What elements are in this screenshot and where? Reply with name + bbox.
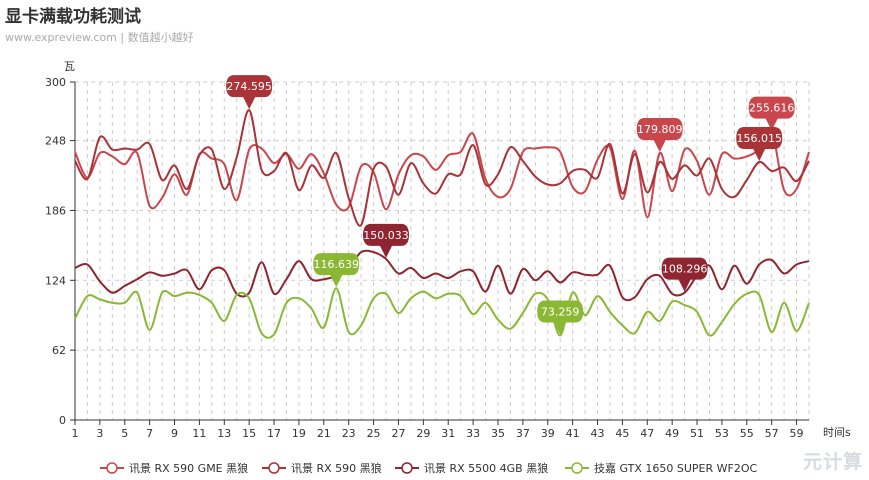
marker-label: 150.033 bbox=[363, 229, 409, 242]
marker-label: 274.595 bbox=[226, 80, 272, 93]
x-tick-label: 37 bbox=[516, 427, 530, 440]
x-tick-label: 35 bbox=[491, 427, 505, 440]
x-tick-label: 15 bbox=[242, 427, 256, 440]
x-tick-label: 47 bbox=[640, 427, 654, 440]
marker-balloon bbox=[636, 117, 683, 152]
legend-label-2: 讯景 RX 5500 4GB 黑狼 bbox=[424, 461, 548, 475]
x-tick-label: 45 bbox=[615, 427, 629, 440]
x-tick-label: 31 bbox=[441, 427, 455, 440]
y-tick-label: 124 bbox=[45, 274, 66, 287]
legend-label-1: 讯景 RX 590 黑狼 bbox=[291, 461, 382, 475]
x-tick-label: 1 bbox=[72, 427, 79, 440]
y-tick-label: 248 bbox=[45, 135, 66, 148]
x-tick-label: 59 bbox=[790, 427, 804, 440]
legend-marker-0 bbox=[106, 462, 118, 474]
x-tick-label: 27 bbox=[391, 427, 405, 440]
y-axis-title: 瓦 bbox=[64, 60, 75, 73]
marker-label: 156.015 bbox=[736, 132, 782, 145]
legend-label-0: 讯景 RX 590 GME 黑狼 bbox=[129, 461, 248, 475]
series-line-1 bbox=[74, 109, 810, 227]
x-tick-label: 19 bbox=[292, 427, 306, 440]
x-axis-title: 时间s bbox=[823, 426, 851, 439]
marker-label: 255.616 bbox=[749, 102, 795, 115]
x-tick-label: 11 bbox=[192, 427, 206, 440]
y-tick-label: 186 bbox=[45, 204, 66, 217]
x-tick-label: 13 bbox=[217, 427, 231, 440]
x-tick-label: 57 bbox=[765, 427, 779, 440]
x-tick-label: 41 bbox=[566, 427, 580, 440]
marker-balloon bbox=[537, 300, 584, 335]
chart-title: 显卡满载功耗测试 bbox=[5, 7, 141, 27]
x-tick-label: 25 bbox=[367, 427, 381, 440]
x-tick-label: 55 bbox=[740, 427, 754, 440]
x-tick-label: 17 bbox=[267, 427, 281, 440]
legend-marker-1 bbox=[268, 462, 280, 474]
x-tick-label: 23 bbox=[342, 427, 356, 440]
y-tick-label: 0 bbox=[59, 414, 66, 427]
marker-balloon bbox=[736, 126, 783, 161]
x-tick-label: 33 bbox=[466, 427, 480, 440]
legend-label-3: 技嘉 GTX 1650 SUPER WF2OC bbox=[594, 461, 757, 475]
y-tick-label: 300 bbox=[45, 76, 66, 89]
x-tick-label: 29 bbox=[416, 427, 430, 440]
watermark-logo: 元计算 bbox=[802, 451, 863, 473]
x-tick-label: 39 bbox=[541, 427, 555, 440]
marker-balloon bbox=[661, 257, 708, 292]
series-line-2 bbox=[74, 249, 810, 302]
x-tick-label: 49 bbox=[665, 427, 679, 440]
marker-label: 116.639 bbox=[314, 258, 360, 271]
x-tick-label: 21 bbox=[317, 427, 331, 440]
marker-balloon bbox=[313, 253, 360, 288]
marker-label: 73.259 bbox=[541, 306, 580, 319]
series-line-3 bbox=[74, 287, 810, 339]
x-tick-label: 3 bbox=[96, 427, 103, 440]
marker-label: 179.809 bbox=[637, 123, 683, 136]
legend-marker-2 bbox=[401, 462, 413, 474]
marker-label: 108.296 bbox=[662, 263, 708, 276]
marker-balloon bbox=[363, 223, 410, 258]
x-tick-label: 43 bbox=[591, 427, 605, 440]
x-tick-label: 9 bbox=[171, 427, 178, 440]
x-tick-label: 7 bbox=[146, 427, 153, 440]
marker-balloon bbox=[748, 96, 795, 131]
chart-subtitle: www.expreview.com | 数值越小越好 bbox=[5, 31, 194, 44]
x-tick-label: 53 bbox=[715, 427, 729, 440]
y-tick-label: 62 bbox=[52, 344, 66, 357]
x-tick-label: 51 bbox=[690, 427, 704, 440]
legend-marker-3 bbox=[571, 462, 583, 474]
x-tick-label: 5 bbox=[121, 427, 128, 440]
marker-balloon bbox=[226, 75, 273, 110]
